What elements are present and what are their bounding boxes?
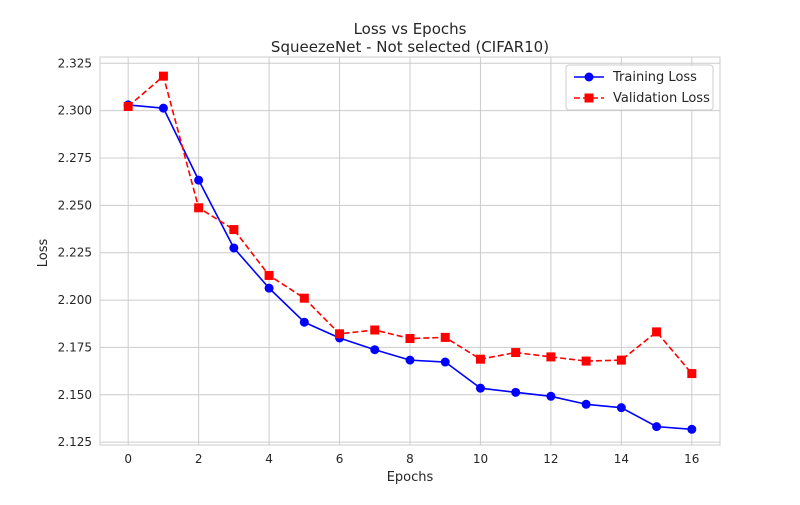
chart-subtitle: SqueezeNet - Not selected (CIFAR10) bbox=[271, 38, 549, 56]
y-tick-label: 2.300 bbox=[58, 104, 92, 118]
training-loss-point bbox=[264, 283, 274, 293]
legend-training-label: Training Loss bbox=[612, 70, 697, 85]
training-loss-point bbox=[687, 424, 697, 434]
validation-loss-point bbox=[229, 225, 239, 235]
legend-training-marker bbox=[584, 72, 594, 82]
legend: Training Loss Validation Loss bbox=[565, 64, 714, 111]
x-tick-label: 12 bbox=[543, 452, 558, 466]
validation-loss-point bbox=[687, 369, 697, 379]
x-axis-label: Epochs bbox=[387, 470, 434, 485]
x-tick-label: 10 bbox=[473, 452, 488, 466]
y-tick-label: 2.175 bbox=[58, 340, 92, 354]
validation-loss-point bbox=[440, 332, 450, 342]
validation-loss-point bbox=[616, 355, 626, 365]
y-tick-label: 2.275 bbox=[58, 151, 92, 165]
y-tick-label: 2.200 bbox=[58, 293, 92, 307]
validation-loss-point bbox=[581, 356, 591, 366]
y-tick-label: 2.325 bbox=[58, 56, 92, 70]
legend-validation-marker bbox=[584, 93, 594, 103]
training-loss-point bbox=[299, 317, 309, 327]
training-loss-point bbox=[370, 345, 380, 355]
chart-title: Loss vs Epochs bbox=[354, 20, 467, 38]
training-loss-point bbox=[440, 357, 450, 367]
series-layer bbox=[123, 71, 697, 434]
x-axis-ticks: 0 2 4 6 8 10 12 14 16 bbox=[124, 452, 699, 466]
x-tick-label: 0 bbox=[124, 452, 132, 466]
x-tick-label: 4 bbox=[265, 452, 273, 466]
validation-loss-point bbox=[652, 327, 662, 337]
training-loss-point bbox=[616, 403, 626, 413]
x-tick-label: 16 bbox=[684, 452, 699, 466]
grid-lines bbox=[100, 57, 720, 445]
validation-loss-point bbox=[194, 203, 204, 213]
validation-loss-point bbox=[158, 71, 168, 81]
x-tick-label: 8 bbox=[406, 452, 414, 466]
y-axis-label: Loss bbox=[36, 239, 51, 268]
legend-validation-label: Validation Loss bbox=[613, 91, 710, 106]
x-tick-label: 14 bbox=[614, 452, 629, 466]
training-loss-point bbox=[475, 383, 485, 393]
y-axis-ticks: 2.125 2.150 2.175 2.200 2.225 2.250 2.275 2.300… bbox=[58, 56, 92, 449]
x-tick-label: 2 bbox=[195, 452, 203, 466]
validation-loss-point bbox=[475, 354, 485, 364]
training-loss-point bbox=[546, 391, 556, 401]
y-tick-label: 2.225 bbox=[58, 246, 92, 260]
training-loss-point bbox=[194, 175, 204, 185]
validation-loss-point bbox=[405, 334, 415, 344]
training-loss-point bbox=[652, 422, 662, 432]
validation-loss-point bbox=[511, 348, 521, 358]
validation-loss-point bbox=[546, 352, 556, 362]
training-loss-point bbox=[405, 355, 415, 365]
training-loss-point bbox=[511, 387, 521, 397]
y-tick-label: 2.150 bbox=[58, 388, 92, 402]
validation-loss-point bbox=[299, 293, 309, 303]
validation-loss-point bbox=[264, 270, 274, 280]
training-loss-point bbox=[581, 399, 591, 409]
validation-loss-point bbox=[123, 101, 133, 111]
validation-loss-point bbox=[335, 329, 345, 339]
training-loss-point bbox=[229, 243, 239, 253]
y-tick-label: 2.125 bbox=[58, 435, 92, 449]
training-loss-point bbox=[158, 103, 168, 113]
x-tick-label: 6 bbox=[336, 452, 344, 466]
validation-loss-point bbox=[370, 325, 380, 335]
plot-frame bbox=[99, 56, 721, 446]
y-tick-label: 2.250 bbox=[58, 198, 92, 212]
